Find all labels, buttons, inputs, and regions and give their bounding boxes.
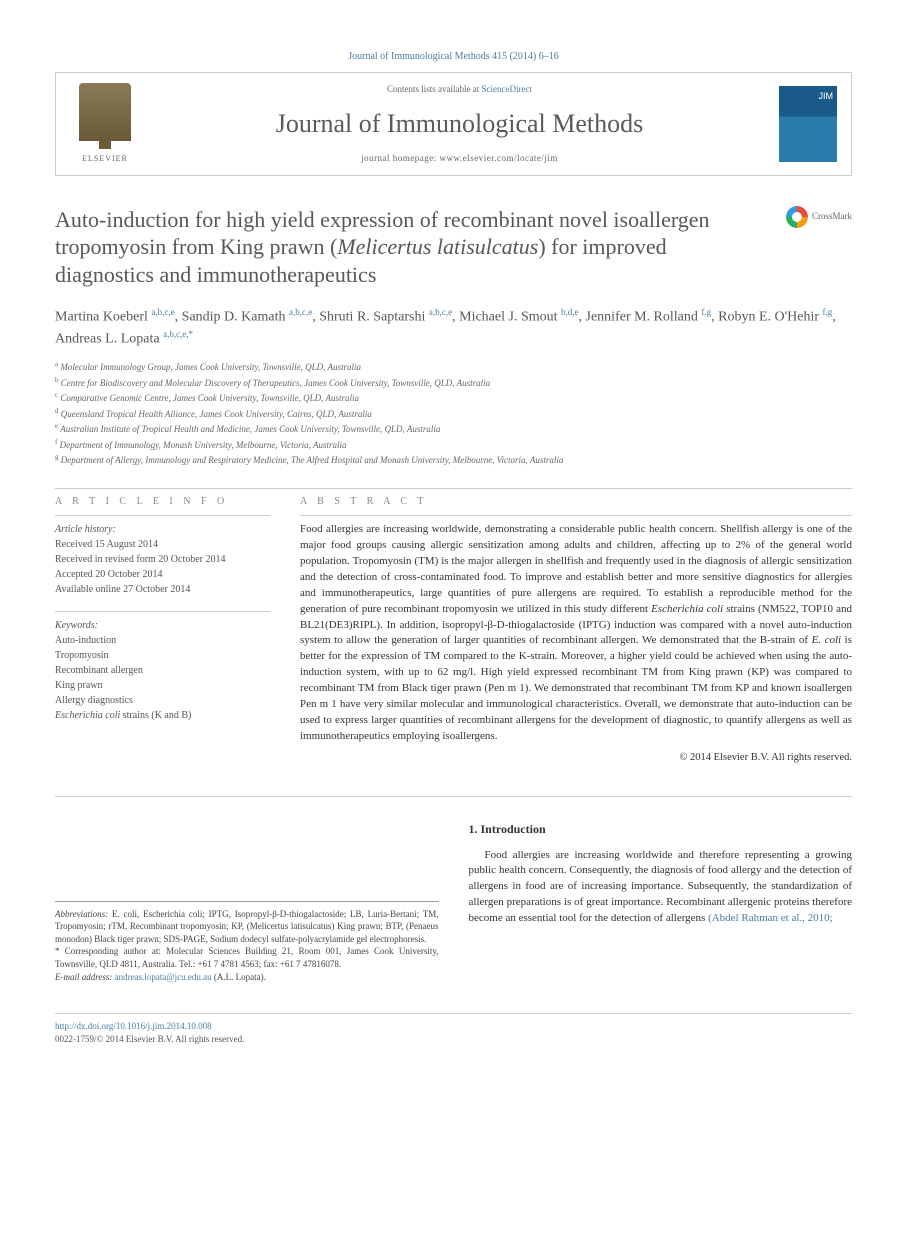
homepage-url[interactable]: www.elsevier.com/locate/jim: [440, 153, 558, 163]
footnotes: Abbreviations: E. coli, Escherichia coli…: [55, 901, 439, 984]
crossmark-badge[interactable]: CrossMark: [786, 206, 852, 228]
bottom-bar: http://dx.doi.org/10.1016/j.jim.2014.10.…: [55, 1013, 852, 1045]
affiliation-line: g Department of Allergy, Immunology and …: [55, 452, 852, 468]
header-box: ELSEVIER Contents lists available at Sci…: [55, 72, 852, 176]
affiliation-line: d Queensland Tropical Health Alliance, J…: [55, 406, 852, 422]
history-line: Accepted 20 October 2014: [55, 567, 270, 582]
copyright-line: © 2014 Elsevier B.V. All rights reserved…: [300, 751, 852, 766]
abstract-text: Food allergies are increasing worldwide,…: [300, 522, 852, 745]
keyword-line: Tropomyosin: [55, 648, 270, 663]
keyword-italic-line: Escherichia coli strains (K and B): [55, 708, 270, 723]
history-label: Article history:: [55, 522, 270, 537]
elsevier-text: ELSEVIER: [82, 153, 128, 164]
email-link[interactable]: andreas.lopata@jcu.edu.au: [115, 972, 212, 982]
title-row: Auto-induction for high yield expression…: [55, 206, 852, 289]
divider-top: [55, 488, 852, 489]
intro-citation[interactable]: (Abdel Rahman et al., 2010;: [708, 912, 833, 924]
affiliation-line: c Comparative Genomic Centre, James Cook…: [55, 390, 852, 406]
keyword-line: Auto-induction: [55, 633, 270, 648]
homepage-prefix: journal homepage:: [361, 153, 439, 163]
lower-columns: Abbreviations: E. coli, Escherichia coli…: [55, 821, 852, 984]
authors-line: Martina Koeberl a,b,c,e, Sandip D. Kamat…: [55, 306, 852, 349]
contents-prefix: Contents lists available at: [387, 84, 481, 94]
intro-heading: 1. Introduction: [469, 821, 853, 838]
doi-link[interactable]: http://dx.doi.org/10.1016/j.jim.2014.10.…: [55, 1020, 852, 1033]
top-citation: Journal of Immunological Methods 415 (20…: [55, 50, 852, 64]
issn-line: 0022-1759/© 2014 Elsevier B.V. All right…: [55, 1033, 852, 1046]
keyword-line: Recombinant allergen: [55, 663, 270, 678]
info-head: A R T I C L E I N F O: [55, 495, 270, 509]
email-block: E-mail address: andreas.lopata@jcu.edu.a…: [55, 971, 439, 984]
abstract-head: A B S T R A C T: [300, 495, 852, 509]
history-line: Received in revised form 20 October 2014: [55, 552, 270, 567]
header-center: Contents lists available at ScienceDirec…: [140, 83, 779, 165]
info-abstract-row: A R T I C L E I N F O Article history: R…: [55, 495, 852, 766]
abstract-divider: [300, 515, 852, 516]
title-species: Melicertus latisulcatus: [337, 234, 538, 259]
email-suffix: (A.L. Lopata).: [212, 972, 266, 982]
intro-col: 1. Introduction Food allergies are incre…: [469, 821, 853, 984]
sciencedirect-link[interactable]: ScienceDirect: [482, 84, 532, 94]
elsevier-logo: ELSEVIER: [70, 83, 140, 164]
homepage-line: journal homepage: www.elsevier.com/locat…: [160, 152, 759, 165]
article-title: Auto-induction for high yield expression…: [55, 206, 786, 289]
corr-text: Corresponding author at: Molecular Scien…: [55, 946, 439, 969]
abbrev-block: Abbreviations: E. coli, Escherichia coli…: [55, 908, 439, 946]
history-line: Received 15 August 2014: [55, 537, 270, 552]
affiliations: a Molecular Immunology Group, James Cook…: [55, 359, 852, 468]
intro-paragraph: Food allergies are increasing worldwide …: [469, 848, 853, 928]
journal-cover-icon: [779, 86, 837, 162]
history-block: Article history: Received 15 August 2014…: [55, 522, 270, 597]
keywords-block: Keywords: Auto-inductionTropomyosinRecom…: [55, 618, 270, 723]
crossmark-icon: [786, 206, 808, 228]
journal-name: Journal of Immunological Methods: [160, 106, 759, 142]
crossmark-label: CrossMark: [812, 210, 852, 223]
affiliation-line: e Australian Institute of Tropical Healt…: [55, 421, 852, 437]
divider-bottom: [55, 796, 852, 797]
article-info-col: A R T I C L E I N F O Article history: R…: [55, 495, 270, 766]
corr-block: * Corresponding author at: Molecular Sci…: [55, 945, 439, 970]
abbrev-text: E. coli, Escherichia coli; IPTG, Isoprop…: [55, 909, 439, 944]
affiliation-line: a Molecular Immunology Group, James Cook…: [55, 359, 852, 375]
email-label: E-mail address:: [55, 972, 115, 982]
keywords-label: Keywords:: [55, 618, 270, 633]
keyword-line: King prawn: [55, 678, 270, 693]
affiliation-line: b Centre for Biodiscovery and Molecular …: [55, 375, 852, 391]
footnotes-col: Abbreviations: E. coli, Escherichia coli…: [55, 821, 439, 984]
keyword-line: Allergy diagnostics: [55, 693, 270, 708]
abstract-col: A B S T R A C T Food allergies are incre…: [300, 495, 852, 766]
elsevier-tree-icon: [79, 83, 131, 141]
affiliation-line: f Department of Immunology, Monash Unive…: [55, 437, 852, 453]
page-root: Journal of Immunological Methods 415 (20…: [0, 0, 907, 1085]
info-divider-2: [55, 611, 270, 612]
info-divider-1: [55, 515, 270, 516]
history-line: Available online 27 October 2014: [55, 582, 270, 597]
contents-line: Contents lists available at ScienceDirec…: [160, 83, 759, 96]
abbrev-label: Abbreviations:: [55, 909, 108, 919]
